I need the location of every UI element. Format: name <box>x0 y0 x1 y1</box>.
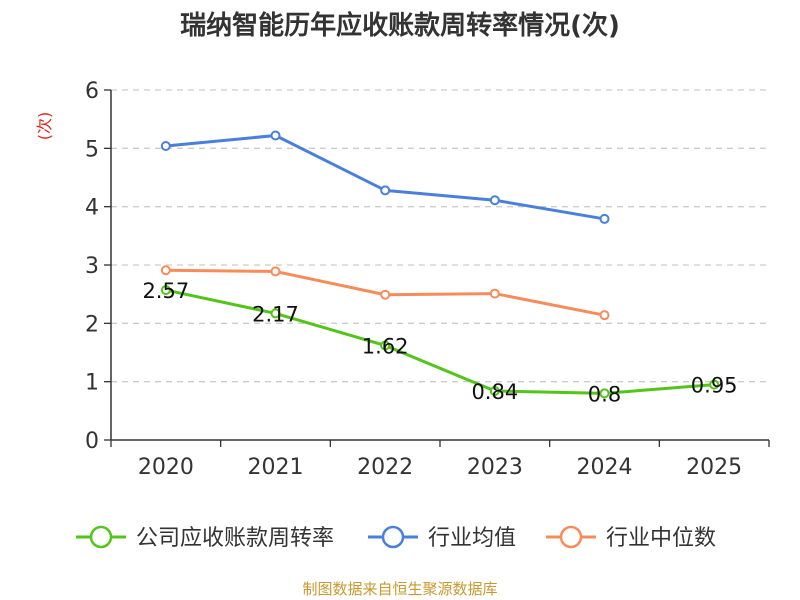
data-label: 0.8 <box>588 382 621 406</box>
data-point[interactable] <box>270 266 281 277</box>
legend-item-2[interactable]: 行业中位数 <box>546 525 716 551</box>
y-axis-label: (次) <box>35 112 54 141</box>
data-label: 1.62 <box>362 335 409 359</box>
legend-label: 行业均值 <box>428 526 516 551</box>
data-label: 2.57 <box>142 279 189 303</box>
x-tick-label: 2022 <box>357 455 413 480</box>
source-note: 制图数据来自恒生聚源数据库 <box>302 580 497 598</box>
data-point[interactable] <box>160 141 171 151</box>
data-point[interactable] <box>380 340 391 351</box>
y-tick-label: 2 <box>85 312 99 337</box>
legend-item-1[interactable]: 行业均值 <box>368 525 516 551</box>
data-point[interactable] <box>709 379 720 390</box>
series-lines <box>160 130 720 399</box>
y-tick-label: 0 <box>85 429 99 454</box>
data-point[interactable] <box>160 265 171 276</box>
data-point[interactable] <box>489 288 500 299</box>
legend-label: 行业中位数 <box>606 526 716 551</box>
data-label: 0.95 <box>691 374 738 398</box>
data-labels: 2.57 2.17 1.62 0.84 0.8 0.95 <box>142 279 737 406</box>
y-tick-label: 1 <box>85 371 99 396</box>
legend-item-0[interactable]: 公司应收账款周转率 <box>76 525 334 551</box>
series-line-1 <box>165 134 605 221</box>
y-tick-label: 3 <box>85 254 99 279</box>
data-label: 0.84 <box>471 380 518 404</box>
x-tick-label: 2021 <box>248 455 304 480</box>
data-point[interactable] <box>599 213 610 224</box>
x-tick-label: 2025 <box>686 455 742 480</box>
legend-marker <box>559 525 583 549</box>
legend-label: 公司应收账款周转率 <box>136 526 334 551</box>
data-point[interactable] <box>160 285 171 296</box>
data-point[interactable] <box>270 308 281 319</box>
grid-lines <box>111 89 769 383</box>
legend[interactable]: 公司应收账款周转率 行业均值 行业中位数 <box>76 525 716 551</box>
chart-title: 瑞纳智能历年应收账款周转率情况(次) <box>180 10 620 41</box>
y-tick-label: 5 <box>85 137 99 162</box>
data-point[interactable] <box>599 388 610 399</box>
x-tick-label: 2020 <box>138 455 194 480</box>
y-tick-label: 4 <box>85 196 99 221</box>
data-point[interactable] <box>380 289 391 300</box>
data-label: 2.17 <box>252 302 299 326</box>
data-point[interactable] <box>270 130 281 141</box>
axes: 0 1 2 3 4 5 6 2020 2021 2022 2023 2024 2025 <box>85 79 770 480</box>
legend-marker <box>89 525 113 549</box>
y-tick-label: 6 <box>85 79 99 104</box>
legend-marker <box>381 525 405 549</box>
x-tick-label: 2023 <box>467 455 523 480</box>
series-line-0 <box>165 288 715 395</box>
data-point[interactable] <box>380 185 391 196</box>
data-point[interactable] <box>489 195 500 206</box>
data-point[interactable] <box>599 310 610 321</box>
x-tick-label: 2024 <box>577 455 633 480</box>
data-point[interactable] <box>489 386 500 396</box>
